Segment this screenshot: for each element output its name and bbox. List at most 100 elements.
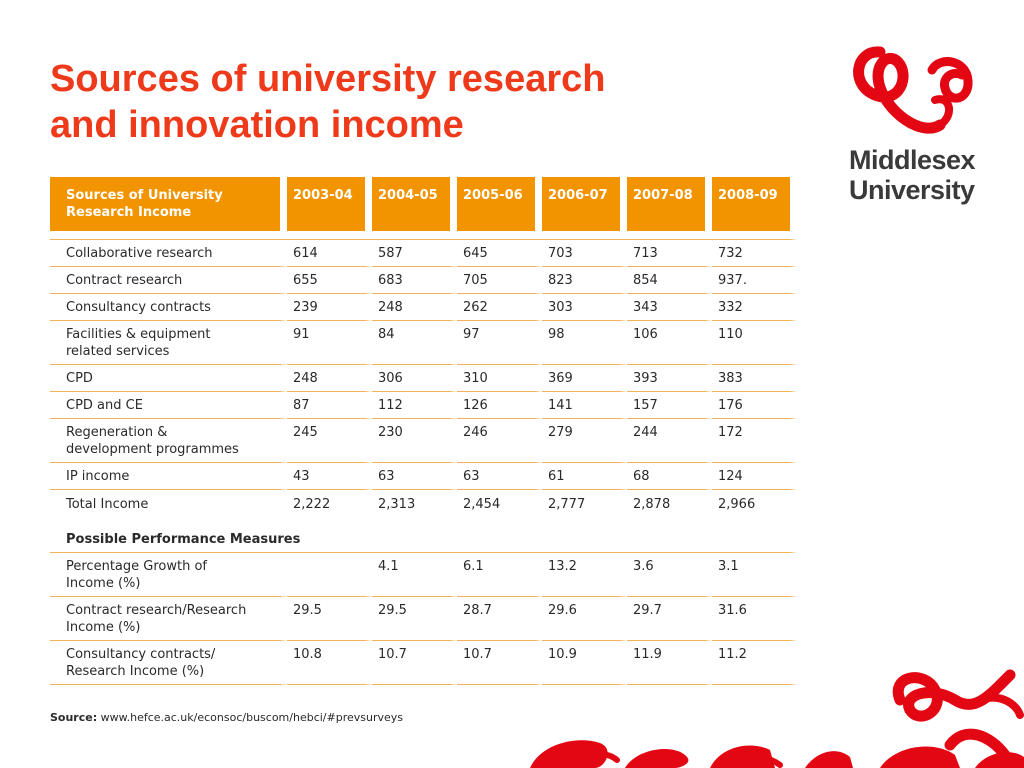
row-value: 703 <box>542 240 627 267</box>
row-value: 28.7 <box>457 597 542 641</box>
table-body: Collaborative research 614 587 645 703 713 732… <box>50 231 797 685</box>
table-row: Consultancy contracts/Research Income (%… <box>50 641 797 685</box>
header-year: 2003-04 <box>287 177 372 231</box>
row-value: 683 <box>372 267 457 294</box>
title-line-1: Sources of university research <box>50 58 606 100</box>
row-label: Total Income <box>50 490 287 517</box>
ribbon-border-icon <box>530 740 1024 768</box>
row-value: 306 <box>372 365 457 392</box>
row-label-line: related services <box>66 344 170 359</box>
row-label-line: Consultancy contracts/ <box>66 647 216 662</box>
ribbon-decoration-icon <box>892 669 1024 761</box>
row-value: 6.1 <box>457 553 542 597</box>
source-url: www.hefce.ac.uk/econsoc/buscom/hebci/#pr… <box>97 711 404 724</box>
row-value: 369 <box>542 365 627 392</box>
row-value: 230 <box>372 419 457 463</box>
row-value: 393 <box>627 365 712 392</box>
row-value: 13.2 <box>542 553 627 597</box>
header-year: 2008-09 <box>712 177 797 231</box>
row-label-line: Regeneration & <box>66 425 168 440</box>
row-label-line: Contract research <box>66 273 183 288</box>
row-value: 246 <box>457 419 542 463</box>
row-label-line: Income (%) <box>66 576 141 591</box>
row-value: 310 <box>457 365 542 392</box>
row-value: 244 <box>627 419 712 463</box>
row-label: Consultancy contracts <box>50 294 287 321</box>
row-value: 303 <box>542 294 627 321</box>
table-header-row: Sources of University Research Income 20… <box>50 177 797 231</box>
header-sources-label: Sources of University Research Income <box>50 177 287 231</box>
row-value: 614 <box>287 240 372 267</box>
table-row: Collaborative research 614 587 645 703 713 732 <box>50 240 797 267</box>
logo-line-2: University <box>849 175 975 205</box>
row-label: Facilities & equipment related services <box>50 321 287 365</box>
row-value: 10.7 <box>457 641 542 685</box>
section-title: Possible Performance Measures <box>50 517 797 553</box>
row-value: 705 <box>457 267 542 294</box>
logo-wordmark: Middlesex University <box>849 145 1010 205</box>
header-year: 2004-05 <box>372 177 457 231</box>
row-value: 110 <box>712 321 797 365</box>
row-value: 68 <box>627 463 712 490</box>
row-value: 29.6 <box>542 597 627 641</box>
row-value: 97 <box>457 321 542 365</box>
row-value: 732 <box>712 240 797 267</box>
row-value: 176 <box>712 392 797 419</box>
logo-line-1: Middlesex <box>849 145 976 175</box>
income-table: Sources of University Research Income 20… <box>50 177 797 685</box>
table-row: Percentage Growth of Income (%) 4.1 6.1 13.2… <box>50 553 797 597</box>
row-value: 61 <box>542 463 627 490</box>
row-value: 63 <box>457 463 542 490</box>
row-label: IP income <box>50 463 287 490</box>
row-value: 262 <box>457 294 542 321</box>
row-value: 11.2 <box>712 641 797 685</box>
row-value: 3.6 <box>627 553 712 597</box>
header-year: 2006-07 <box>542 177 627 231</box>
row-label: Contract research/Research Income (%) <box>50 597 287 641</box>
source-label: Source: <box>50 711 98 724</box>
row-value: 29.7 <box>627 597 712 641</box>
row-value: 332 <box>712 294 797 321</box>
row-label: Collaborative research <box>50 240 287 267</box>
row-label: CPD and CE <box>50 392 287 419</box>
header-label-line-2: Research Income <box>66 205 192 220</box>
table-row: CPD and CE 87 112 126 141 157 176 <box>50 392 797 419</box>
row-value: 937. <box>712 267 797 294</box>
row-value: 2,222 <box>287 490 372 517</box>
row-value: 141 <box>542 392 627 419</box>
row-value: 124 <box>712 463 797 490</box>
row-label: Percentage Growth of Income (%) <box>50 553 287 597</box>
row-label-line: CPD and CE <box>66 398 143 413</box>
row-label-line: IP income <box>66 469 130 484</box>
row-value: 4.1 <box>372 553 457 597</box>
row-label: Contract research <box>50 267 287 294</box>
row-value: 854 <box>627 267 712 294</box>
row-value: 343 <box>627 294 712 321</box>
table-row: Regeneration & development programmes 245 2… <box>50 419 797 463</box>
row-label-line: Income (%) <box>66 620 141 635</box>
row-value: 2,777 <box>542 490 627 517</box>
row-label-line: Contract research/Research <box>66 603 247 618</box>
row-value: 10.7 <box>372 641 457 685</box>
row-value: 87 <box>287 392 372 419</box>
row-label: Regeneration & development programmes <box>50 419 287 463</box>
table-row: Total Income 2,222 2,313 2,454 2,777 2,878 2,9… <box>50 490 797 517</box>
row-label-line: CPD <box>66 371 93 386</box>
row-value: 10.8 <box>287 641 372 685</box>
row-value: 245 <box>287 419 372 463</box>
title-line-2: and innovation income <box>50 104 464 146</box>
row-value: 106 <box>627 321 712 365</box>
row-value: 126 <box>457 392 542 419</box>
row-value: 655 <box>287 267 372 294</box>
row-value: 713 <box>627 240 712 267</box>
section-header-row: Possible Performance Measures <box>50 517 797 553</box>
row-value: 2,313 <box>372 490 457 517</box>
row-value: 279 <box>542 419 627 463</box>
row-label-line: Research Income (%) <box>66 664 205 679</box>
row-value: 823 <box>542 267 627 294</box>
row-value: 157 <box>627 392 712 419</box>
table-row: Facilities & equipment related services 91… <box>50 321 797 365</box>
row-label-line: development programmes <box>66 442 239 457</box>
row-label-line: Percentage Growth of <box>66 559 207 574</box>
row-value: 587 <box>372 240 457 267</box>
